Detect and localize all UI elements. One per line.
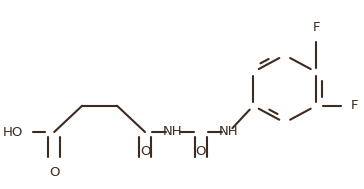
- Text: HO: HO: [3, 125, 23, 139]
- Text: NH: NH: [163, 125, 183, 138]
- Text: NH: NH: [219, 125, 239, 138]
- Text: F: F: [351, 99, 359, 112]
- Text: O: O: [49, 166, 59, 179]
- Text: F: F: [312, 22, 320, 34]
- Text: O: O: [195, 145, 206, 158]
- Text: O: O: [140, 145, 150, 158]
